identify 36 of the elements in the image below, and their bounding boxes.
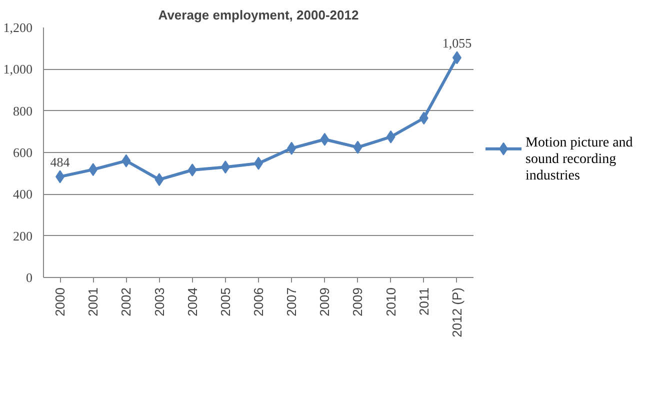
x-tick-label: 2009 [350, 288, 366, 316]
x-tick-label: 2009 [317, 288, 332, 316]
y-tick-label: 0 [26, 270, 32, 285]
x-tick-label: 2012 (P) [449, 287, 464, 338]
point [452, 51, 462, 64]
point [220, 160, 230, 174]
x-tick-label: 2004 [184, 288, 200, 316]
point [88, 163, 98, 176]
chart-title: Average employment, 2000-2012 [158, 8, 359, 22]
y-tick-label: 800 [13, 103, 32, 118]
x-tick-label: 2010 [383, 288, 398, 316]
x-tick-label: 2011 [416, 287, 432, 316]
point [122, 154, 131, 168]
x-tick-label: 2007 [284, 288, 300, 316]
y-tick-label: 600 [13, 145, 32, 160]
data-label: 1,055 [442, 36, 472, 51]
y-tick-label: 200 [13, 228, 32, 244]
point [287, 142, 296, 155]
point [188, 164, 197, 176]
point [56, 170, 65, 184]
x-tick-label: 2002 [118, 288, 134, 316]
point [154, 173, 164, 186]
x-tick-label: 2001 [86, 288, 101, 316]
x-tick-label: 2000 [52, 288, 68, 316]
point [419, 112, 428, 125]
y-tick-label: 400 [13, 186, 32, 202]
x-tick-label: 2005 [218, 288, 233, 316]
y-tick-label: 1,200 [3, 20, 32, 35]
x-tick-label: 2003 [152, 288, 167, 316]
data-label: 484 [50, 154, 70, 170]
point [386, 130, 396, 144]
y-tick-label: 1,000 [3, 62, 32, 77]
legend-label: Motion picture and sound recording industries [526, 136, 633, 184]
x-tick-label: 2006 [251, 288, 266, 316]
point [353, 140, 362, 154]
point [320, 132, 330, 146]
